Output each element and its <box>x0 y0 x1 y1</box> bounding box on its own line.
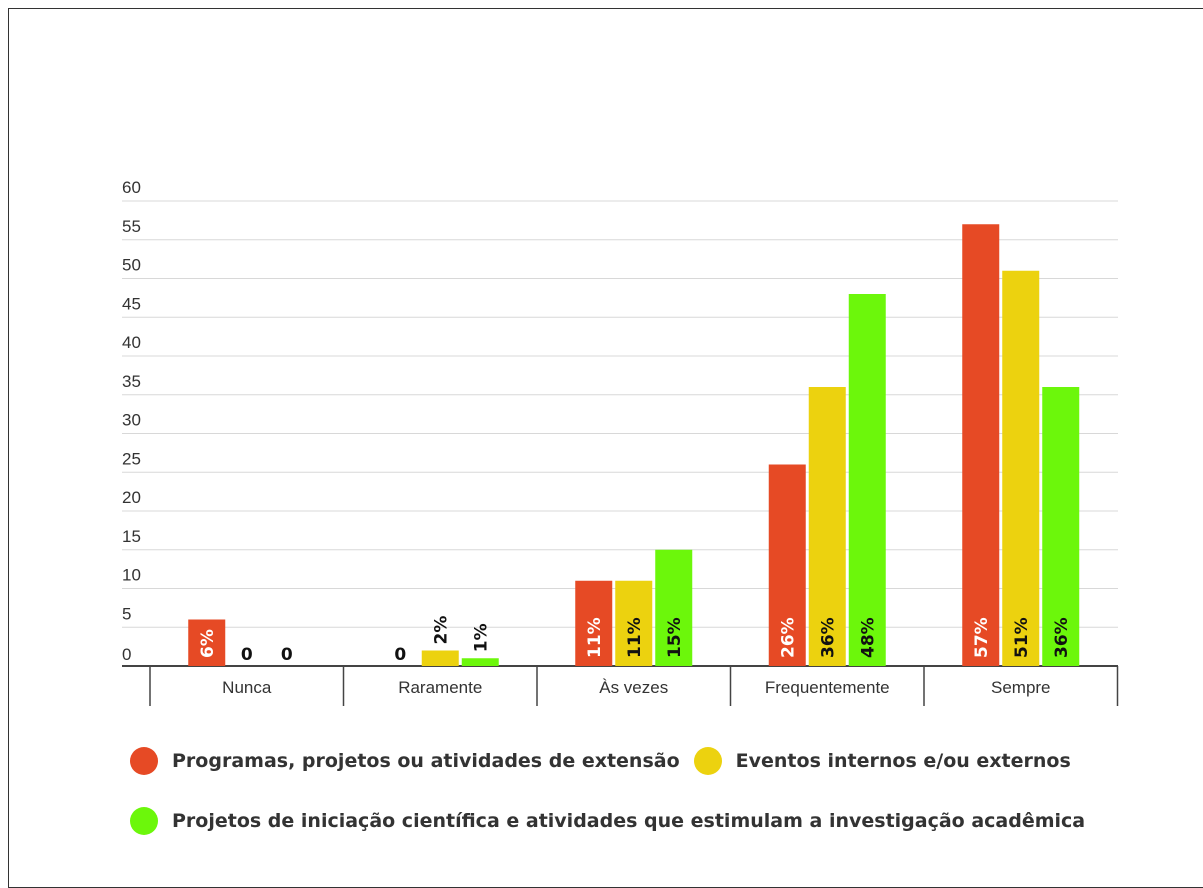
legend-item-extensao: Programas, projetos ou atividades de ext… <box>130 747 680 775</box>
legend-swatch-eventos <box>693 747 722 775</box>
legend-row-1: Programas, projetos ou atividades de ext… <box>130 742 1130 780</box>
bar <box>188 619 226 666</box>
y-tick-label: 0 <box>122 645 131 664</box>
legend-item-eventos: Eventos internos e/ou externos <box>693 747 1071 775</box>
bar <box>768 464 806 666</box>
bar <box>848 294 886 666</box>
bar <box>962 224 1000 666</box>
y-tick-label: 45 <box>122 294 141 313</box>
data-label: 36% <box>818 617 838 658</box>
legend-label-iniciacao: Projetos de iniciação científica e ativi… <box>172 810 1086 832</box>
y-tick-label: 20 <box>122 488 141 507</box>
bar <box>575 580 613 666</box>
y-tick-label: 60 <box>122 178 141 197</box>
x-tick-label: Nunca <box>222 678 272 697</box>
y-tick-label: 30 <box>122 411 141 430</box>
legend-swatch-extensao <box>130 747 158 775</box>
data-label: 57% <box>972 617 992 658</box>
data-label: 36% <box>1052 617 1072 658</box>
data-label: 6% <box>198 629 218 658</box>
data-label: 2% <box>431 616 451 645</box>
data-label: 11% <box>625 617 645 658</box>
data-label: 0 <box>241 645 253 665</box>
data-label: 1% <box>471 623 491 652</box>
bar <box>808 387 846 666</box>
y-tick-label: 50 <box>122 256 141 275</box>
bar <box>1002 270 1040 666</box>
y-tick-label: 35 <box>122 372 141 391</box>
y-tick-label: 15 <box>122 527 141 546</box>
legend-label-eventos: Eventos internos e/ou externos <box>735 750 1071 772</box>
y-tick-label: 10 <box>122 566 141 585</box>
y-tick-label: 40 <box>122 333 141 352</box>
legend-swatch-iniciacao <box>130 807 158 835</box>
bar <box>615 580 653 666</box>
data-label: 51% <box>1012 617 1032 658</box>
x-tick-label: Raramente <box>398 678 482 697</box>
y-tick-label: 5 <box>122 604 131 623</box>
data-label: 0 <box>281 645 293 665</box>
bar <box>1042 387 1080 666</box>
x-tick-label: Frequentemente <box>765 678 890 697</box>
bar <box>461 658 499 666</box>
x-tick-label: Às vezes <box>599 678 668 697</box>
y-tick-label: 25 <box>122 449 141 468</box>
bar <box>421 650 459 666</box>
x-tick-label: Sempre <box>991 678 1051 697</box>
data-label: 48% <box>858 617 878 658</box>
data-label: 26% <box>778 617 798 658</box>
data-label: 11% <box>585 617 605 658</box>
legend-item-iniciacao: Projetos de iniciação científica e ativi… <box>130 807 1085 835</box>
legend: Programas, projetos ou atividades de ext… <box>130 742 1130 862</box>
bar <box>655 549 693 666</box>
y-tick-label: 55 <box>122 217 141 236</box>
legend-row-2: Projetos de iniciação científica e ativi… <box>130 802 1130 840</box>
data-label: 0 <box>394 645 406 665</box>
legend-label-extensao: Programas, projetos ou atividades de ext… <box>172 750 680 772</box>
data-label: 15% <box>665 617 685 658</box>
